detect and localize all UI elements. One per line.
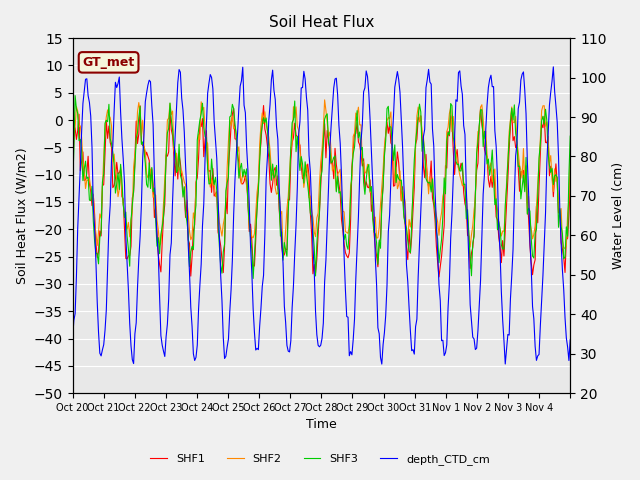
SHF3	[87, 198, 95, 204]
SHF2	[566, 156, 574, 162]
SHF3	[426, 179, 434, 185]
Line: SHF2: SHF2	[72, 100, 570, 255]
depth_CTD_cm	[425, 66, 433, 72]
depth_CTD_cm	[565, 358, 573, 363]
SHF2	[68, 158, 76, 164]
SHF3	[500, 246, 508, 252]
Text: GT_met: GT_met	[83, 56, 135, 69]
SHF1	[566, 179, 574, 185]
SHF2	[279, 252, 287, 258]
Line: SHF3: SHF3	[72, 96, 570, 278]
SHF2	[327, 149, 335, 155]
SHF3	[102, 118, 110, 123]
SHF3	[566, 133, 574, 139]
Line: depth_CTD_cm: depth_CTD_cm	[72, 67, 570, 364]
depth_CTD_cm	[378, 361, 386, 367]
SHF3	[250, 276, 257, 281]
Y-axis label: Water Level (cm): Water Level (cm)	[612, 162, 625, 269]
SHF1	[425, 184, 433, 190]
SHF2	[101, 126, 109, 132]
SHF1	[68, 181, 76, 187]
Line: SHF1: SHF1	[72, 106, 570, 277]
SHF2	[86, 176, 93, 181]
Legend: SHF1, SHF2, SHF3, depth_CTD_cm: SHF1, SHF2, SHF3, depth_CTD_cm	[146, 450, 494, 469]
depth_CTD_cm	[101, 327, 109, 333]
SHF1	[500, 253, 508, 259]
SHF2	[500, 228, 508, 234]
Y-axis label: Soil Heat Flux (W/m2): Soil Heat Flux (W/m2)	[15, 147, 28, 284]
depth_CTD_cm	[550, 64, 557, 70]
SHF1	[565, 212, 573, 217]
Title: Soil Heat Flux: Soil Heat Flux	[269, 15, 374, 30]
SHF1	[435, 274, 443, 280]
SHF1	[101, 151, 109, 156]
SHF3	[71, 93, 79, 98]
depth_CTD_cm	[86, 99, 93, 105]
SHF3	[68, 186, 76, 192]
depth_CTD_cm	[68, 337, 76, 343]
X-axis label: Time: Time	[306, 419, 337, 432]
depth_CTD_cm	[324, 185, 332, 191]
SHF2	[321, 97, 328, 103]
SHF2	[565, 197, 573, 203]
SHF1	[86, 180, 93, 186]
SHF2	[426, 174, 434, 180]
SHF3	[565, 172, 573, 178]
SHF1	[260, 103, 268, 108]
SHF1	[326, 151, 333, 157]
depth_CTD_cm	[499, 317, 506, 323]
depth_CTD_cm	[566, 336, 574, 342]
SHF3	[327, 160, 335, 166]
